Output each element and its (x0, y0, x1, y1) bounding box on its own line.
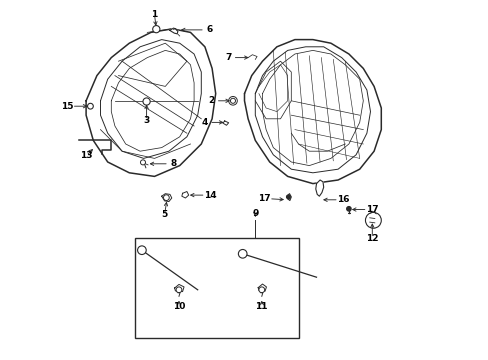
Text: 2: 2 (208, 96, 214, 105)
Polygon shape (315, 180, 323, 196)
Polygon shape (174, 284, 183, 292)
Text: 16: 16 (336, 195, 348, 204)
Circle shape (365, 212, 381, 228)
Text: 14: 14 (203, 191, 216, 199)
Circle shape (152, 26, 160, 33)
Text: 4: 4 (201, 118, 208, 127)
Polygon shape (170, 28, 178, 34)
Text: 10: 10 (172, 302, 185, 311)
Circle shape (142, 98, 150, 105)
Circle shape (238, 249, 246, 258)
Text: 9: 9 (252, 209, 258, 217)
Text: 1: 1 (151, 10, 157, 19)
Text: 17: 17 (365, 205, 378, 214)
Circle shape (176, 287, 182, 293)
Polygon shape (162, 194, 171, 202)
Polygon shape (182, 192, 188, 198)
Text: 8: 8 (170, 159, 176, 168)
Text: 11: 11 (255, 302, 267, 311)
Circle shape (228, 96, 237, 105)
Text: 7: 7 (224, 53, 231, 62)
Polygon shape (223, 121, 228, 125)
Text: 15: 15 (61, 102, 74, 111)
Circle shape (87, 103, 93, 109)
Text: 6: 6 (205, 25, 212, 34)
Circle shape (258, 287, 264, 293)
Bar (134, 238, 298, 338)
Circle shape (140, 160, 145, 165)
Polygon shape (258, 284, 266, 291)
Text: 12: 12 (366, 234, 378, 243)
Circle shape (286, 195, 289, 199)
Text: 17: 17 (258, 194, 270, 203)
Circle shape (163, 195, 169, 201)
Text: 5: 5 (161, 210, 167, 219)
Circle shape (346, 207, 350, 211)
Circle shape (137, 246, 146, 255)
Text: 3: 3 (143, 116, 149, 125)
Text: 13: 13 (80, 152, 92, 161)
Circle shape (230, 98, 235, 103)
